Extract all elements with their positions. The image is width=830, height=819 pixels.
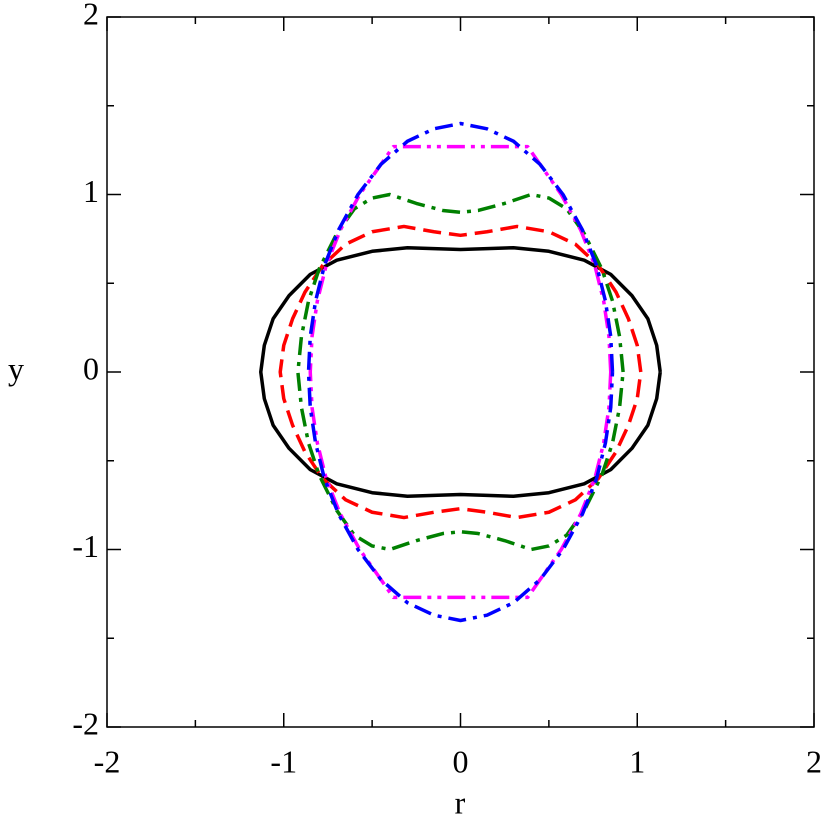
curve [308, 144, 613, 600]
curve [306, 121, 615, 623]
x-tick-label: 1 [629, 743, 645, 779]
x-tick-label: -2 [94, 743, 121, 779]
y-tick-label: -1 [72, 528, 99, 564]
curve [278, 224, 643, 520]
curve [259, 246, 662, 498]
y-tick-label: 1 [83, 173, 99, 209]
x-tick-label: -1 [270, 743, 297, 779]
x-axis-label: r [455, 784, 466, 819]
x-tick-label: 0 [453, 743, 469, 779]
y-tick-label: -2 [72, 705, 99, 741]
x-tick-label: 2 [806, 743, 822, 779]
y-tick-label: 0 [83, 350, 99, 386]
y-axis-label: y [8, 350, 24, 386]
curve [296, 192, 625, 552]
y-tick-label: 2 [83, 0, 99, 31]
